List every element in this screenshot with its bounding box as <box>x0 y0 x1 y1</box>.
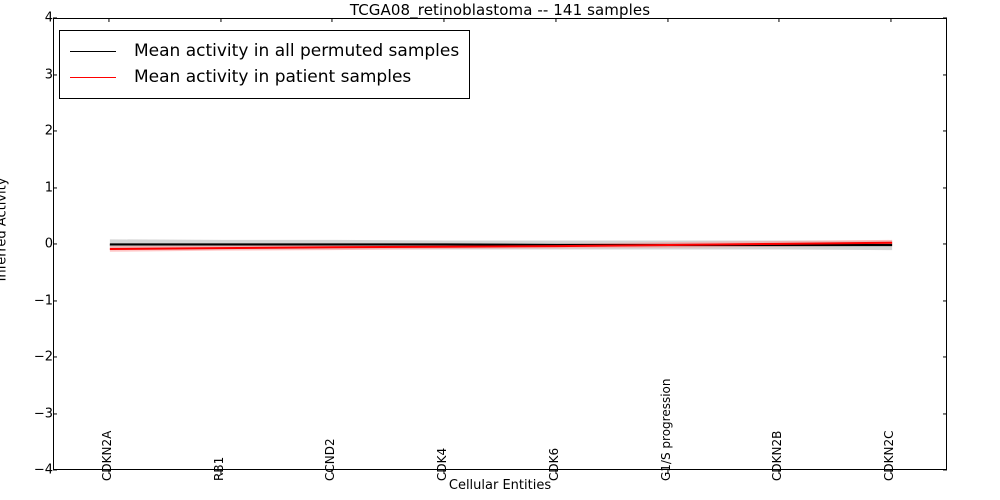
y-tick-mark <box>53 356 57 358</box>
plot-inner <box>54 19 946 469</box>
x-tick-label: CDKN2A <box>99 430 114 481</box>
x-tick-mark <box>108 18 110 22</box>
x-tick-mark <box>555 470 557 474</box>
x-tick-label: RB1 <box>211 456 226 481</box>
x-tick-mark <box>778 470 780 474</box>
series-lines <box>109 241 893 250</box>
chart-title: TCGA08_retinoblastoma -- 141 samples <box>349 1 651 19</box>
x-tick-mark <box>108 470 110 474</box>
y-tick-label: 2 <box>44 123 53 139</box>
x-tick-label: CCND2 <box>323 438 338 481</box>
y-tick-label: −3 <box>33 406 53 421</box>
legend-item: Mean activity in all permuted samples <box>70 38 459 64</box>
y-tick-mark <box>943 17 947 19</box>
y-tick-mark <box>53 73 57 76</box>
x-tick-mark <box>890 18 892 22</box>
y-tick-label: 1 <box>44 180 53 195</box>
y-tick-mark <box>53 412 57 415</box>
y-tick-mark <box>943 469 947 471</box>
x-tick-mark <box>778 18 780 22</box>
legend-swatch-permuted <box>70 50 116 52</box>
x-tick-label: CDKN2C <box>882 430 897 481</box>
y-tick-mark <box>943 130 947 132</box>
y-tick-mark <box>943 412 947 415</box>
data-series-layer <box>109 239 893 252</box>
x-tick-label: G1/S progression <box>658 378 673 482</box>
y-tick-label: −2 <box>33 349 53 365</box>
x-tick-label: CDK4 <box>435 447 450 481</box>
y-tick-mark <box>943 186 947 189</box>
x-tick-mark <box>331 470 333 474</box>
x-tick-mark <box>667 470 669 474</box>
x-tick-mark <box>443 18 445 22</box>
x-tick-mark <box>331 18 333 22</box>
y-tick-mark <box>53 469 57 471</box>
legend-label-permuted: Mean activity in all permuted samples <box>134 41 460 61</box>
y-tick-mark <box>943 73 947 76</box>
chart-legend: Mean activity in all permuted samples Me… <box>59 30 471 99</box>
y-tick-label: 4 <box>44 10 53 26</box>
y-tick-mark <box>53 17 57 19</box>
x-tick-mark <box>890 470 892 474</box>
y-tick-mark <box>53 243 57 245</box>
x-tick-mark <box>220 18 222 22</box>
y-tick-label: −1 <box>33 293 53 308</box>
y-tick-label: 3 <box>44 67 53 82</box>
x-tick-mark <box>667 18 669 22</box>
x-tick-mark <box>443 470 445 474</box>
y-tick-mark <box>53 130 57 132</box>
legend-swatch-patient <box>70 76 116 78</box>
y-tick-mark <box>53 186 57 189</box>
y-tick-mark <box>943 299 947 302</box>
y-tick-mark <box>53 299 57 302</box>
x-tick-label: CDKN2B <box>770 430 785 481</box>
legend-label-patient: Mean activity in patient samples <box>134 67 412 87</box>
y-tick-label: −4 <box>33 462 53 478</box>
y-tick-mark <box>943 356 947 358</box>
legend-item: Mean activity in patient samples <box>70 64 459 90</box>
y-tick-label: 0 <box>44 236 53 252</box>
x-tick-label: CDK6 <box>546 447 561 481</box>
x-axis-label: Cellular Entities <box>448 478 552 493</box>
series-line <box>109 241 893 250</box>
x-tick-mark <box>555 18 557 22</box>
x-tick-mark <box>220 470 222 474</box>
y-tick-mark <box>943 243 947 245</box>
